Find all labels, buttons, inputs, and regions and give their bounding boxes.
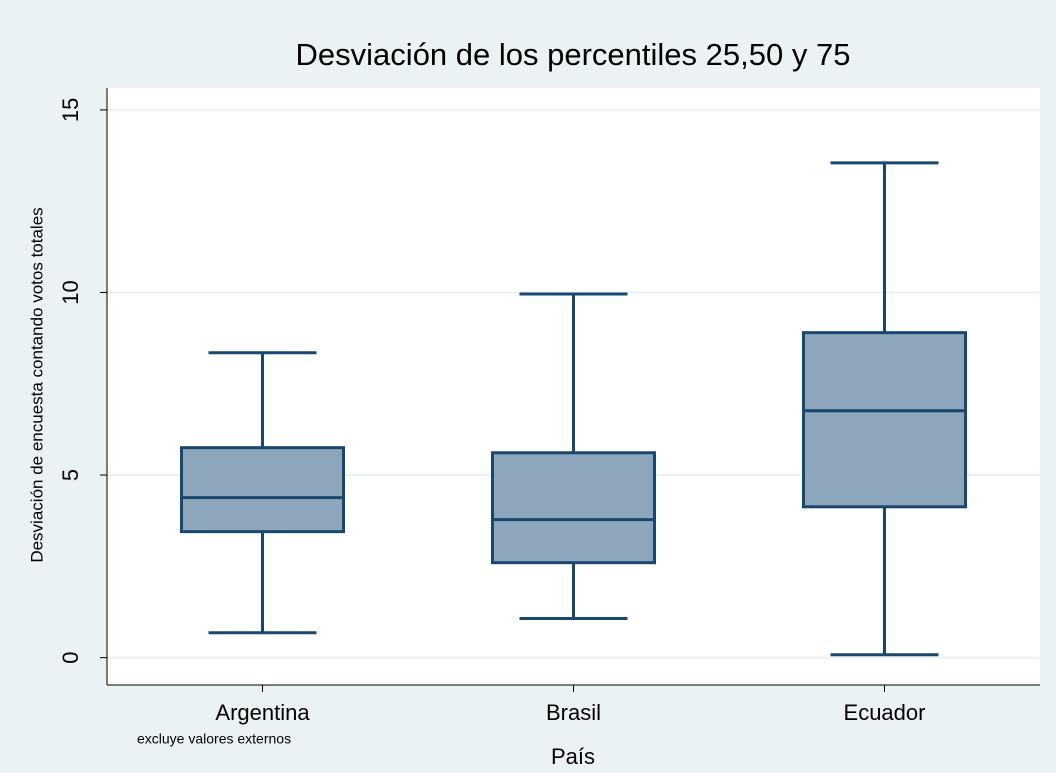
box: [491, 451, 656, 565]
note: excluye valores externos: [137, 731, 291, 747]
y-axis-title: Desviación de encuesta contando votos to…: [27, 207, 46, 562]
x-tick-label: Argentina: [215, 700, 310, 725]
y-tick-label: 15: [58, 98, 83, 122]
y-tick-label: 0: [58, 651, 83, 663]
y-tick-label: 5: [58, 469, 83, 481]
x-tick-label: Brasil: [546, 700, 601, 725]
x-tick-label: Ecuador: [844, 700, 926, 725]
box: [180, 446, 345, 534]
chart-title: Desviación de los percentiles 25,50 y 75: [296, 37, 851, 72]
box: [802, 331, 967, 509]
y-tick-label: 10: [58, 280, 83, 304]
x-axis-title: País: [551, 744, 595, 769]
